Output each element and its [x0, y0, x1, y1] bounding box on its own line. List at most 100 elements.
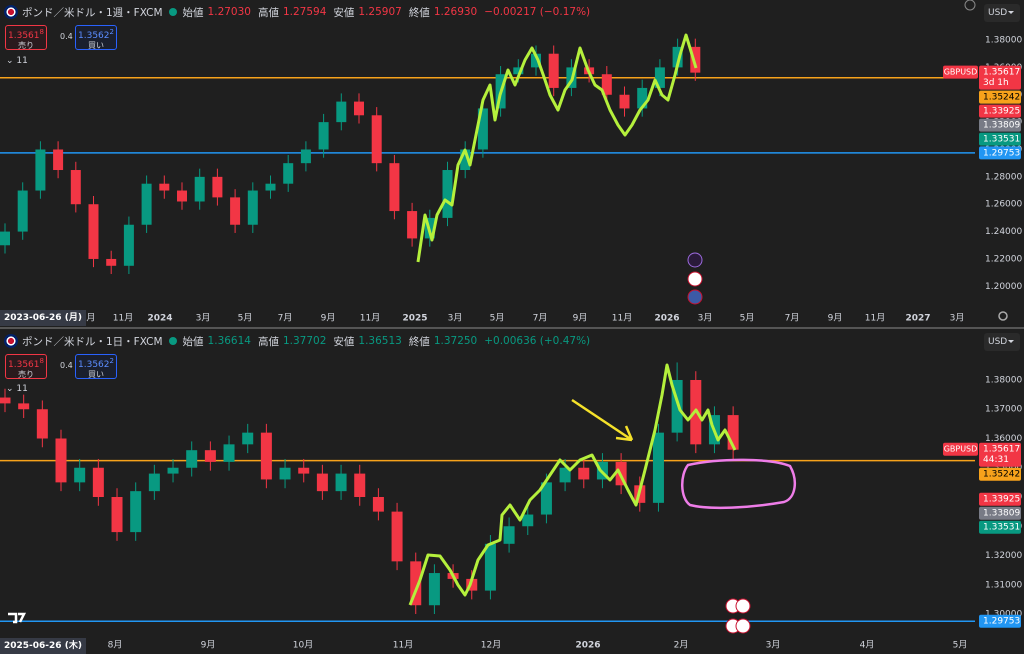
y-tick-label: 1.37000 — [985, 405, 1022, 415]
candle-body — [212, 176, 223, 198]
price-tag: 1.33531 — [979, 132, 1021, 146]
x-tick-label: 2026 — [654, 314, 679, 324]
candle-body — [389, 163, 400, 212]
event-icon[interactable] — [687, 252, 703, 268]
cursor-date: 2025-06-26 (木) — [0, 638, 86, 654]
title[interactable]: ポンド／米ドル・1日・FXCM — [22, 335, 163, 348]
price-tag: 1.29753 — [979, 146, 1021, 160]
buy-button[interactable]: 1.35622 買い — [75, 354, 117, 379]
symbol-tag-bg — [943, 442, 978, 456]
buy-price: 1.3562 — [78, 31, 110, 41]
y-tick-label: 1.22000 — [985, 254, 1022, 264]
x-tick-label: 2025 — [402, 314, 427, 324]
buy-button[interactable]: 1.35622 買い — [75, 25, 117, 50]
candle-body — [354, 473, 366, 497]
sell-price: 1.3561 — [8, 31, 40, 41]
ohlc-label: 高値 — [257, 6, 279, 19]
candle-body — [354, 101, 364, 116]
price-tag: 1.33809 — [979, 506, 1021, 520]
price-tag-bg — [979, 506, 1021, 520]
price-tag-countdown: 44:31 — [983, 455, 1009, 465]
spread: 0.4 — [60, 361, 73, 370]
event-icon[interactable] — [735, 618, 751, 634]
x-tick-label: 2026 — [575, 641, 600, 651]
ohlc-label: 終値 — [408, 335, 430, 348]
x-tick-label: 3月 — [766, 640, 781, 651]
x-tick-label: 10月 — [293, 640, 313, 651]
price-tag-bg — [979, 614, 1021, 628]
candle-body — [727, 415, 739, 450]
y-tick-label: 1.36000 — [985, 434, 1022, 444]
x-tick-label: 3月 — [950, 313, 965, 324]
settings-icon[interactable] — [998, 311, 1008, 321]
y-tick-label: 1.24000 — [985, 227, 1022, 237]
sell-button[interactable]: 1.35618 売り — [5, 25, 47, 50]
candle-body — [242, 432, 254, 445]
drawn-trace — [408, 363, 737, 606]
sell-button[interactable]: 1.35618 売り — [5, 354, 47, 379]
candle-body — [637, 87, 648, 109]
candle-body — [336, 101, 347, 123]
price-tag-value: 1.29753 — [983, 148, 1020, 158]
candle-body — [371, 115, 382, 164]
ohlc-value: 1.26930 — [433, 6, 478, 18]
x-tick-label: 9月 — [573, 313, 588, 324]
price-tag-value: 1.35242 — [983, 93, 1020, 103]
y-tick-label: 1.28000 — [985, 172, 1022, 182]
symbol-icon — [4, 5, 18, 19]
candle-body — [442, 170, 453, 218]
x-tick-label: 12月 — [481, 640, 501, 651]
currency-select[interactable]: USD — [984, 4, 1020, 22]
x-tick-label: 4月 — [860, 640, 875, 651]
x-tick-label: 11月 — [360, 313, 380, 324]
x-tick-label: 2024 — [147, 314, 172, 324]
price-tag-bg — [979, 492, 1021, 506]
indicator-count[interactable]: ⌄ 11 — [6, 56, 28, 66]
price-tag-countdown: 3d 1h — [983, 78, 1009, 88]
event-icon[interactable] — [687, 271, 703, 287]
candle-body — [298, 467, 310, 474]
header: ポンド／米ドル・1週・FXCM 始値 1.27030 高値 1.27594 安値 1.… — [4, 4, 590, 20]
ohlc-value: 1.36513 — [358, 335, 402, 347]
x-tick-label: 5月 — [490, 313, 505, 324]
price-tag-value: 1.35617 — [983, 68, 1020, 78]
event-icon[interactable] — [687, 289, 703, 305]
event-icon[interactable] — [735, 598, 751, 614]
ohlc-label: 始値 — [182, 6, 204, 19]
ohlc-label: 始値 — [182, 335, 204, 348]
spread: 0.4 — [60, 32, 73, 41]
price-tag-bg — [979, 104, 1021, 118]
candle-body — [484, 543, 496, 591]
candle-body — [0, 231, 10, 246]
candle-body — [88, 204, 99, 259]
price-tag: 1.35242 — [979, 90, 1021, 104]
candle-body — [230, 197, 241, 225]
price-tag-value: 1.33531 — [983, 135, 1020, 145]
candle-body — [283, 163, 294, 184]
y-tick-label: 1.38000 — [985, 375, 1022, 385]
candle-body — [92, 467, 104, 497]
title[interactable]: ポンド／米ドル・1週・FXCM — [22, 6, 163, 19]
price-tag-value: 1.33809 — [983, 121, 1020, 131]
change: +0.00636 (+0.47%) — [484, 335, 591, 347]
candle-body — [372, 497, 384, 512]
x-tick-label: 9月 — [828, 313, 843, 324]
ohlc-label: 安値 — [333, 6, 355, 19]
y-tick-label: 1.38000 — [985, 36, 1022, 46]
sell-price: 1.3561 — [8, 360, 40, 370]
candle-body — [690, 46, 701, 73]
candle-body — [223, 444, 235, 462]
price-tag: 1.33925 — [979, 104, 1021, 118]
status-dot — [168, 8, 177, 16]
x-tick-label: 9月 — [321, 313, 336, 324]
currency-select[interactable]: USD — [984, 333, 1020, 351]
x-tick-label: 7月 — [278, 313, 293, 324]
candle-body — [654, 67, 665, 88]
sell-label: 売り — [18, 370, 34, 379]
indicator-count[interactable]: ⌄ 11 — [6, 384, 28, 394]
add-button[interactable] — [964, 0, 976, 11]
ohlc-value: 1.25907 — [358, 6, 402, 18]
candle-body — [460, 149, 471, 171]
